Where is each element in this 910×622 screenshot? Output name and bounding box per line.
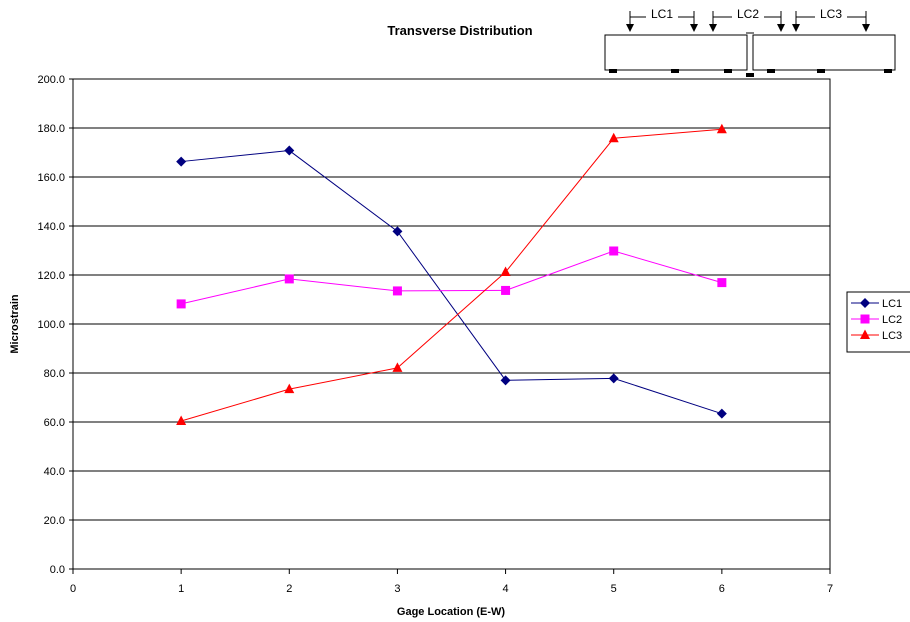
data-point-lc3 [392,362,403,372]
y-tick-label: 0.0 [50,564,65,576]
x-tick-label: 3 [394,583,400,595]
data-point-lc3 [176,415,187,426]
y-tick-label: 40.0 [44,466,65,478]
legend-marker-lc3 [860,329,870,339]
data-point-lc2 [392,286,402,296]
data-point-lc3 [716,123,727,134]
y-axis-title: Microstrain [9,294,21,354]
series-lc2 [176,246,727,309]
x-axis-ticks: 0 1 2 3 4 5 6 7 [70,569,833,595]
legend-items: LC1 LC2 LC3 [851,298,902,342]
data-point-lc2 [717,278,727,288]
x-tick-label: 2 [286,583,292,595]
y-axis-ticks: 0.0 20.0 40.0 60.0 80.0 100.0 120.0 140.0 160.0 1… [37,74,73,576]
y-tick-label: 60.0 [44,417,65,429]
load-case-lc1: LC1 [626,7,698,32]
data-point-lc1 [392,226,403,237]
data-point-lc1 [608,373,619,384]
data-point-lc1 [284,145,295,156]
y-tick-label: 180.0 [37,123,65,135]
bridge-cross-section-diagram: LC1 LC2 LC3 [604,7,896,77]
data-point-lc3 [500,266,511,277]
data-point-lc3 [284,383,295,394]
x-axis-title: Gage Location (E-W) [397,606,506,618]
gage-marker [817,69,825,73]
data-point-lc1 [500,375,511,386]
legend-label-lc3: LC3 [882,330,902,342]
data-point-lc2 [176,299,186,309]
gage-marker [724,69,732,73]
series-line-lc1 [181,150,723,415]
data-point-lc3 [608,132,619,143]
x-tick-label: 6 [719,583,725,595]
gage-marker [884,69,892,73]
series-line-lc2 [181,250,722,305]
gage-marker [609,69,617,73]
series-line-lc3 [181,128,722,422]
y-tick-label: 140.0 [37,221,65,233]
data-point-lc1 [716,408,727,419]
y-tick-label: 160.0 [37,172,65,184]
y-tick-label: 80.0 [44,368,65,380]
load-case-lc3-label: LC3 [820,7,842,21]
chart-title: Transverse Distribution [387,23,532,38]
series-lc1 [176,145,727,419]
y-tick-label: 20.0 [44,515,65,527]
series-lc3 [176,123,727,426]
x-tick-label: 4 [503,583,509,595]
load-case-lc3: LC3 [792,7,870,32]
girder-right [752,34,896,71]
girder-left [604,34,748,71]
y-tick-label: 120.0 [37,270,65,282]
legend: LC1 LC2 LC3 [846,291,910,353]
legend-marker-lc2 [860,314,870,324]
data-point-lc1 [176,156,187,167]
load-case-lc2: LC2 [709,7,785,32]
gage-marker [767,69,775,73]
load-case-lc1-label: LC1 [651,7,673,21]
legend-box [846,291,910,353]
data-point-lc2 [501,285,511,295]
legend-label-lc1: LC1 [882,298,902,310]
y-tick-label: 200.0 [37,74,65,86]
x-tick-label: 0 [70,583,76,595]
gage-marker [671,69,679,73]
x-tick-label: 5 [611,583,617,595]
legend-marker-lc1 [860,298,870,308]
series-layer [176,123,727,426]
legend-label-lc2: LC2 [882,314,902,326]
load-case-lc2-label: LC2 [737,7,759,21]
gage-marker [746,73,754,77]
x-tick-label: 1 [178,583,184,595]
data-point-lc2 [609,246,619,256]
data-point-lc2 [284,274,294,284]
x-tick-label: 7 [827,583,833,595]
y-tick-label: 100.0 [37,319,65,331]
